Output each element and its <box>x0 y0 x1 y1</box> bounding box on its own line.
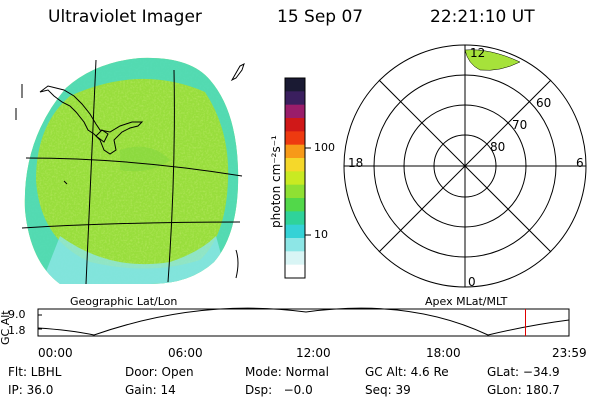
colorbar-tick-100: 100 <box>314 141 335 154</box>
status-mode: Mode: Normal <box>245 365 329 379</box>
timeline-plot <box>37 307 570 337</box>
time-label: 22:21:10 UT <box>430 7 535 27</box>
mlt-label-6: 6 <box>576 156 584 170</box>
colorbar-swatch <box>285 158 305 172</box>
timeline-xtick-2359: 23:59 <box>552 346 587 360</box>
colorbar-ticks <box>305 147 311 236</box>
status-dsp: Dsp: −0.0 <box>245 383 313 397</box>
mlat-label-80: 80 <box>490 140 506 154</box>
colorbar-tick-10: 10 <box>314 228 328 241</box>
colorbar-swatch <box>285 171 305 186</box>
colorbar-swatch <box>285 78 305 92</box>
colorbar-swatch <box>285 264 305 279</box>
colorbar-swatch <box>285 224 305 239</box>
status-gcalt: GC Alt: 4.6 Re <box>365 365 449 379</box>
mlat-label-70: 70 <box>512 118 528 132</box>
polar-aurora-blob <box>464 49 521 71</box>
colorbar-swatch <box>285 104 305 119</box>
colorbar-swatch <box>285 118 305 132</box>
geo-panel-label: Geographic Lat/Lon <box>70 295 178 308</box>
colorbar-swatch <box>285 211 305 226</box>
altitude-curve <box>37 307 570 336</box>
mlt-label-18: 18 <box>348 156 364 170</box>
status-glon: GLon: 180.7 <box>487 383 560 397</box>
colorbar-swatch <box>285 91 305 106</box>
status-ip: IP: 36.0 <box>8 383 54 397</box>
timeline-ytick-low: 1.8 <box>8 324 26 337</box>
mlt-label-0: 0 <box>468 275 476 289</box>
timeline-xtick-1200: 12:00 <box>296 346 331 360</box>
status-glat: GLat: −34.9 <box>487 365 560 379</box>
polar-panel-label: Apex MLat/MLT <box>425 295 508 308</box>
colorbar-swatch <box>285 144 305 159</box>
colorbar-swatch <box>285 198 305 212</box>
colorbar-swatch <box>285 131 305 146</box>
colorbar-swatch <box>285 251 305 266</box>
status-seq: Seq: 39 <box>365 383 411 397</box>
status-door: Door: Open <box>125 365 194 379</box>
status-gain: Gain: 14 <box>125 383 176 397</box>
mlat-label-60: 60 <box>536 96 552 110</box>
colorbar-swatch <box>285 238 305 252</box>
colorbar-frame <box>284 77 306 279</box>
timeline-ytick-high: 9.0 <box>8 308 26 321</box>
colorbar-swatch <box>285 184 305 199</box>
timeline-xtick-0600: 06:00 <box>168 346 203 360</box>
date-label: 15 Sep 07 <box>277 7 364 27</box>
timeline-xtick-1800: 18:00 <box>426 346 461 360</box>
status-flt: Flt: LBHL <box>8 365 62 379</box>
timeline-xtick-0000: 00:00 <box>38 346 73 360</box>
colorbar <box>284 77 306 279</box>
mlt-label-12: 12 <box>470 46 486 60</box>
instrument-title: Ultraviolet Imager <box>48 7 202 27</box>
